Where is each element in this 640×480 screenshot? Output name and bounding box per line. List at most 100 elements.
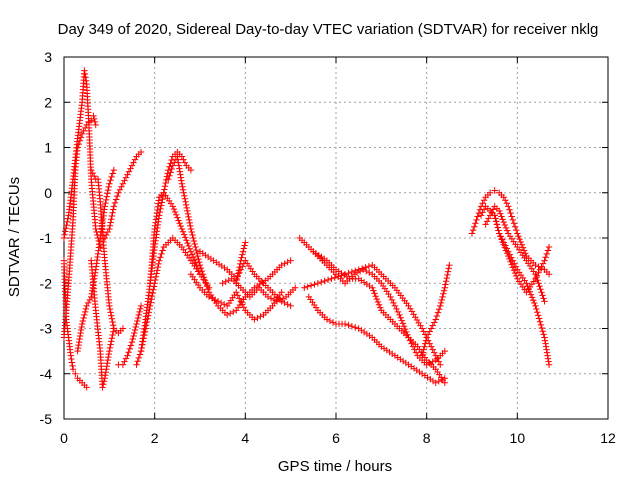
data-point [429,322,436,329]
data-point [431,319,438,326]
data-point [540,331,547,338]
data-point [499,238,506,246]
data-point [78,320,86,328]
data-point [511,260,518,267]
data-point [236,263,243,271]
data-point [109,209,116,216]
data-point [118,183,125,190]
data-point [544,352,551,359]
data-point [107,177,114,184]
data-point [75,338,83,346]
data-point [503,227,511,234]
data-point [435,358,442,365]
data-point [62,225,70,232]
data-point [119,180,127,187]
data-point [106,305,114,313]
data-point [83,302,90,310]
data-point [102,369,110,376]
data-point [394,308,402,316]
y-tick-label: -1 [40,230,53,246]
data-point [278,289,285,296]
data-point [177,222,184,230]
data-point [103,363,111,370]
data-point [106,302,113,310]
data-point [107,219,114,226]
data-point [75,341,82,349]
data-point [508,261,515,268]
data-point [426,328,433,335]
data-point [187,166,195,174]
y-tick-label: 1 [44,140,52,156]
data-point [104,228,112,236]
data-point [233,280,240,287]
data-point [419,349,427,356]
data-point [219,280,226,287]
data-point [121,177,128,184]
data-point [217,299,225,307]
data-point [496,207,503,215]
data-point [445,265,452,272]
data-point [108,212,116,220]
data-point [408,308,416,315]
data-point [370,287,377,294]
data-point [545,271,553,278]
x-tick-label: 6 [332,430,340,446]
data-point [88,117,95,124]
data-point [154,263,162,271]
data-point [114,192,121,200]
data-point [254,314,261,322]
data-point [197,264,205,272]
data-point [472,220,479,227]
data-point [205,293,213,301]
data-point [251,316,258,323]
data-point [86,296,93,304]
data-point [188,228,195,236]
data-point [137,305,144,313]
data-point [148,296,155,303]
data-point [543,346,550,353]
data-point [497,210,504,217]
data-point [222,278,229,285]
data-point [362,264,369,271]
data-point [178,225,186,233]
data-point [111,199,119,207]
data-point [155,260,162,268]
data-point [175,217,182,224]
data-point [532,302,539,310]
data-point [479,209,486,216]
data-point [471,223,478,230]
data-point [431,349,438,356]
data-point [492,218,500,225]
data-point [112,196,120,203]
data-point [133,320,140,328]
data-point [433,312,441,320]
data-point [159,247,166,254]
data-point [482,221,489,228]
data-point [77,329,84,337]
data-point [82,77,90,84]
y-tick-label: -3 [40,321,53,337]
data-point [423,334,430,341]
data-point [437,361,444,368]
data-point [174,153,181,160]
data-point [512,263,520,270]
data-point [68,355,75,363]
data-point [192,243,199,251]
data-point [199,271,207,278]
data-point [388,296,396,304]
data-point [441,375,448,382]
data-point [189,231,196,239]
data-point [331,274,339,281]
x-tick-label: 10 [510,430,526,446]
data-point [104,190,111,197]
data-point [181,195,189,202]
data-point [237,257,244,264]
data-point [69,366,77,373]
data-point [510,220,518,227]
data-point [372,293,379,300]
data-point [159,196,166,203]
data-point [76,332,84,340]
data-point [374,298,382,306]
data-point [488,209,495,216]
data-point [109,318,116,326]
